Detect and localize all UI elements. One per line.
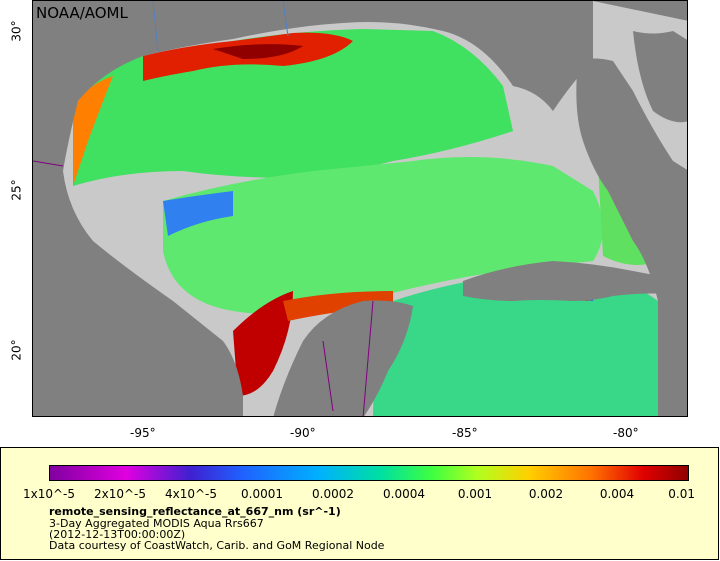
land-yucatan [273,300,413,416]
reflectance-map [33,1,687,416]
colorbar-label: 0.0001 [241,487,283,501]
lat-tick-label: 30° [9,20,24,42]
coastal-high-campeche [233,291,293,396]
land-florida-peninsula [576,58,687,416]
ocean-data-caribbean [373,271,658,416]
ocean-data-fringe [163,191,233,236]
legend-panel: 1x10^-5 2x10^-5 4x10^-5 0.0001 0.0002 0.… [0,447,719,560]
lon-tick-label: -90° [290,426,316,440]
product-caption: 3-Day Aggregated MODIS Aqua Rrs667 [49,517,264,530]
land-cuba [463,261,687,301]
lat-tick-label: 25° [9,179,24,201]
lon-tick-label: -80° [613,426,639,440]
colorbar-label: 0.004 [599,487,635,501]
ocean-data-central-gulf [163,157,603,315]
lat-tick-label: 20° [9,339,24,361]
watermark-text: NOAA/AOML [36,4,128,22]
coastal-high-louisiana [213,44,303,59]
lon-tick-label: -95° [130,426,156,440]
state-border [152,1,289,52]
colorbar-label: 1x10^-5 [22,487,76,501]
colorbar-label: 0.01 [668,487,696,501]
land-mexico [33,171,243,416]
time-caption: (2012-12-13T00:00:00Z) [49,528,186,541]
land-usa-gulf-coast [33,1,687,171]
colorbar-label: 0.0002 [312,487,354,501]
colorbar-label: 0.002 [528,487,564,501]
colorbar-label: 4x10^-5 [164,487,218,501]
lon-tick-label: -85° [452,426,478,440]
colorbar-label: 0.0004 [383,487,425,501]
variable-caption: remote_sensing_reflectance_at_667_nm (sr… [49,505,341,518]
country-border [33,160,374,416]
land-bahamas [633,31,687,123]
coastal-high-yucatan [283,291,393,321]
credit-caption: Data courtesy of CoastWatch, Carib. and … [49,539,385,552]
coastal-high-texas [73,76,113,186]
colorbar-label: 2x10^-5 [93,487,147,501]
colorbar-label: 0.001 [457,487,493,501]
map-area[interactable] [32,0,688,417]
colorbar [49,465,689,481]
